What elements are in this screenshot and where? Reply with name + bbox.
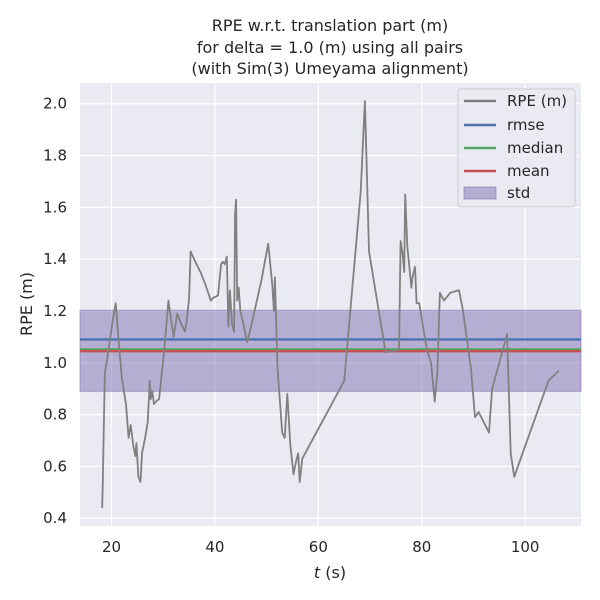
y-tick-label: 1.6 (43, 198, 67, 216)
y-tick-label: 0.8 (43, 406, 67, 424)
x-tick-label: 20 (102, 538, 121, 556)
y-tick-label: 0.4 (43, 509, 67, 527)
y-tick-label: 2.0 (43, 95, 67, 113)
legend-label-std: std (507, 184, 530, 202)
y-tick-label: 1.4 (43, 250, 67, 268)
x-axis-label: t (s) (314, 563, 346, 582)
x-tick-label: 80 (412, 538, 431, 556)
chart-title-line-2: for delta = 1.0 (m) using all pairs (197, 38, 463, 57)
legend: RPE (m) rmse median mean std (457, 88, 576, 208)
rpe-series-layer (101, 100, 560, 508)
y-tick-label: 1.2 (43, 302, 67, 320)
x-axis-ticks: 20 40 60 80 100 (102, 538, 539, 556)
legend-label-mean: mean (507, 162, 550, 180)
x-axis-label-unit: (s) (320, 563, 346, 582)
legend-swatch-std (463, 186, 497, 200)
legend-label-rpe: RPE (m) (507, 92, 567, 110)
chart-title-line-3: (with Sim(3) Umeyama alignment) (191, 59, 468, 78)
x-tick-label: 40 (205, 538, 224, 556)
y-tick-label: 1.0 (43, 354, 67, 372)
x-axis-label-variable: t (314, 563, 321, 582)
legend-label-median: median (507, 139, 563, 157)
y-axis-ticks: 0.4 0.6 0.8 1.0 1.2 1.4 1.6 1.8 2.0 (43, 95, 67, 528)
y-tick-label: 1.8 (43, 147, 67, 165)
y-axis-label: RPE (m) (17, 272, 36, 336)
x-tick-label: 60 (309, 538, 328, 556)
rpe-series-line (101, 100, 560, 508)
x-tick-label: 100 (511, 538, 540, 556)
legend-frame (457, 88, 576, 208)
legend-label-rmse: rmse (507, 116, 545, 134)
y-tick-label: 0.6 (43, 457, 67, 475)
chart-title-line-1: RPE w.r.t. translation part (m) (212, 16, 448, 35)
